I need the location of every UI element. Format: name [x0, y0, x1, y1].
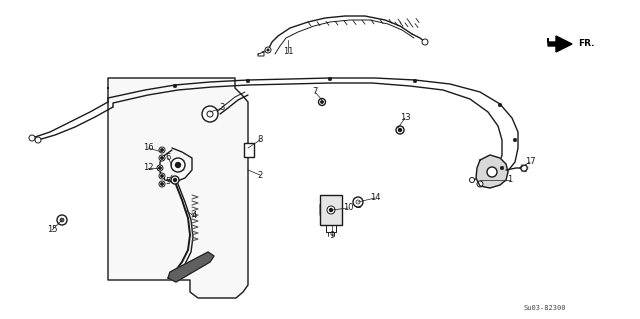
- Text: 9: 9: [330, 232, 335, 241]
- Text: 5: 5: [165, 177, 171, 187]
- Circle shape: [321, 101, 323, 103]
- Text: 14: 14: [370, 194, 380, 203]
- Circle shape: [327, 206, 335, 214]
- Circle shape: [157, 165, 163, 171]
- Circle shape: [173, 84, 177, 88]
- Circle shape: [330, 209, 333, 211]
- Circle shape: [159, 147, 165, 153]
- Text: FR.: FR.: [578, 40, 595, 48]
- Circle shape: [171, 158, 185, 172]
- Circle shape: [35, 137, 41, 143]
- Circle shape: [477, 181, 483, 187]
- Circle shape: [159, 173, 165, 179]
- Circle shape: [161, 183, 163, 185]
- Text: 12: 12: [143, 164, 153, 173]
- Circle shape: [173, 179, 177, 182]
- Circle shape: [161, 157, 163, 159]
- Circle shape: [396, 126, 404, 134]
- Circle shape: [175, 162, 180, 167]
- Circle shape: [29, 135, 35, 141]
- Circle shape: [207, 111, 213, 117]
- Text: 13: 13: [400, 114, 410, 122]
- Polygon shape: [108, 78, 248, 298]
- Text: 4: 4: [191, 211, 196, 220]
- Polygon shape: [168, 252, 214, 282]
- Circle shape: [57, 215, 67, 225]
- Circle shape: [487, 167, 497, 177]
- Circle shape: [159, 181, 165, 187]
- Text: 17: 17: [525, 158, 535, 167]
- Circle shape: [356, 200, 360, 204]
- Circle shape: [413, 79, 417, 83]
- Circle shape: [159, 167, 161, 169]
- Circle shape: [328, 77, 332, 81]
- Polygon shape: [476, 155, 508, 188]
- Circle shape: [513, 138, 517, 142]
- Polygon shape: [548, 36, 572, 52]
- Circle shape: [171, 176, 179, 184]
- Text: Su03-82300: Su03-82300: [524, 305, 566, 311]
- Circle shape: [202, 106, 218, 122]
- Text: 1: 1: [508, 175, 513, 184]
- Text: 15: 15: [47, 226, 57, 234]
- Bar: [244, 143, 254, 157]
- Bar: [320, 195, 342, 225]
- Circle shape: [353, 197, 363, 207]
- Text: 10: 10: [343, 204, 353, 212]
- Circle shape: [265, 47, 271, 53]
- Text: 16: 16: [143, 144, 154, 152]
- Text: 11: 11: [283, 48, 293, 56]
- Circle shape: [498, 103, 502, 107]
- Circle shape: [159, 155, 165, 161]
- Text: 6: 6: [165, 153, 171, 162]
- Circle shape: [521, 165, 527, 171]
- Circle shape: [399, 129, 401, 131]
- Circle shape: [319, 99, 326, 106]
- Circle shape: [267, 49, 269, 51]
- Circle shape: [60, 218, 64, 222]
- Text: 8: 8: [257, 136, 262, 145]
- Circle shape: [246, 79, 250, 83]
- Text: 3: 3: [220, 103, 225, 113]
- Circle shape: [470, 177, 474, 182]
- Text: 2: 2: [257, 170, 262, 180]
- Circle shape: [161, 175, 163, 177]
- Text: 7: 7: [312, 87, 317, 97]
- Circle shape: [422, 39, 428, 45]
- Circle shape: [500, 166, 504, 170]
- Circle shape: [161, 149, 163, 151]
